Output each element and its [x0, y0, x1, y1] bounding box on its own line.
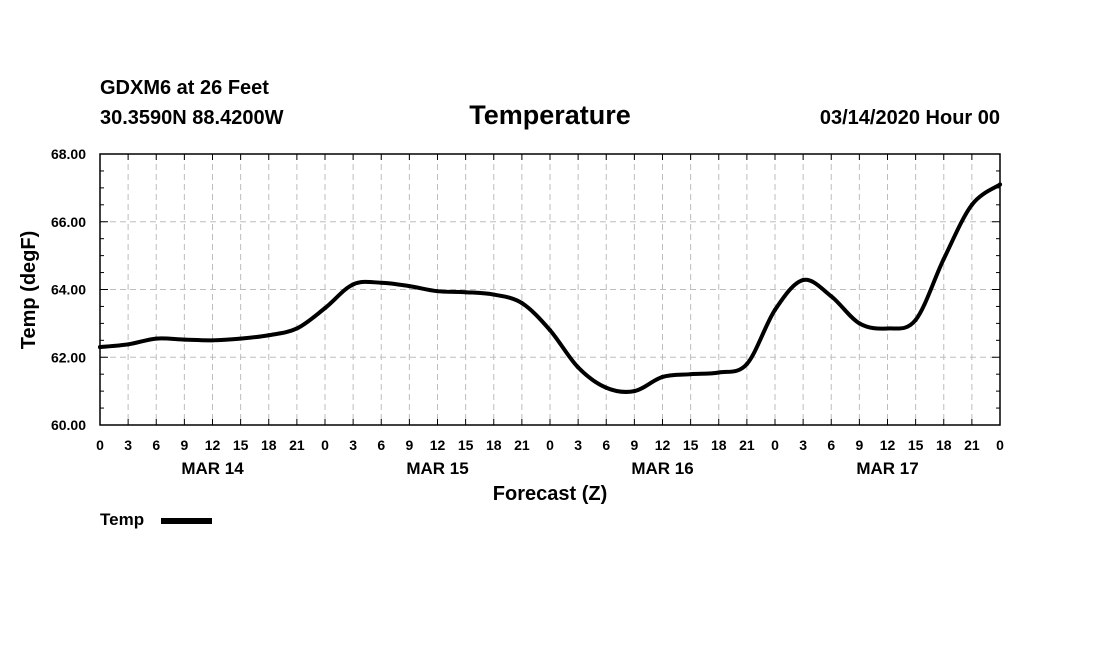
temp-data-point — [210, 338, 215, 343]
x-tick-label: 12 — [430, 437, 446, 453]
temp-data-point — [407, 284, 412, 289]
temp-data-point — [351, 282, 356, 287]
day-label: MAR 17 — [856, 459, 918, 478]
x-tick-label: 0 — [771, 437, 779, 453]
x-tick-label: 15 — [908, 437, 924, 453]
temp-data-point — [744, 362, 749, 367]
temp-data-point — [435, 289, 440, 294]
x-tick-label: 15 — [233, 437, 249, 453]
axis-ticks — [99, 153, 1001, 426]
day-labels: MAR 14 MAR 15 MAR 16 MAR 17 — [181, 459, 918, 478]
x-tick-label: 3 — [574, 437, 582, 453]
x-tick-label: 6 — [152, 437, 160, 453]
legend-label: Temp — [100, 510, 144, 529]
x-tick-label: 9 — [630, 437, 638, 453]
station-label: GDXM6 at 26 Feet — [100, 77, 269, 99]
y-tick-label: 68.00 — [51, 146, 86, 162]
x-tick-label: 3 — [124, 437, 132, 453]
y-tick-label: 60.00 — [51, 417, 86, 433]
run-time-label: 03/14/2020 Hour 00 — [820, 107, 1000, 129]
temp-data-point — [379, 280, 384, 285]
temp-data-point — [548, 328, 552, 333]
temp-data-point — [998, 182, 1002, 187]
x-tick-label: 12 — [655, 437, 671, 453]
chart-title: Temperature — [469, 100, 631, 130]
x-tick-label: 21 — [514, 437, 530, 453]
temp-data-point — [688, 372, 693, 377]
location-label: 30.3590N 88.4200W — [100, 107, 284, 129]
temp-data-point — [660, 374, 665, 379]
x-tick-labels: 0 3 6 9 12 15 18 21 0 3 6 9 12 15 18 21 0 3 6 9 12 15 18 21 0 3 6 9… — [96, 437, 1004, 453]
x-tick-label: 18 — [711, 437, 727, 453]
day-label: MAR 14 — [181, 459, 244, 478]
temp-data-point — [885, 326, 890, 331]
temp-data-point — [632, 389, 637, 394]
temp-data-point — [604, 385, 609, 390]
x-tick-label: 15 — [683, 437, 699, 453]
y-tick-labels: 60.00 62.00 64.00 66.00 68.00 — [51, 146, 86, 433]
temp-data-point — [519, 301, 524, 306]
temp-data-point — [829, 294, 834, 299]
temp-data-point — [182, 337, 187, 342]
x-tick-label: 3 — [349, 437, 357, 453]
temp-data-point — [716, 370, 721, 375]
y-tick-label: 64.00 — [51, 282, 86, 298]
x-tick-label: 9 — [180, 437, 188, 453]
x-tick-label: 18 — [486, 437, 502, 453]
x-tick-label: 6 — [602, 437, 610, 453]
temp-data-point — [801, 278, 806, 283]
x-axis-label: Forecast (Z) — [493, 483, 607, 505]
temp-data-point — [491, 292, 496, 297]
x-tick-label: 3 — [799, 437, 807, 453]
day-label: MAR 15 — [406, 459, 468, 478]
temp-data-point — [913, 317, 918, 322]
temp-data-point — [98, 345, 102, 350]
y-tick-label: 62.00 — [51, 349, 86, 365]
temp-data-point — [576, 365, 581, 370]
temp-data-point — [773, 307, 777, 312]
grid-lines — [100, 154, 1000, 425]
temp-data-point — [266, 333, 271, 338]
temp-data-point — [941, 257, 946, 262]
temp-data-point — [126, 342, 131, 347]
x-tick-label: 12 — [205, 437, 221, 453]
y-tick-label: 66.00 — [51, 214, 86, 230]
x-tick-label: 18 — [936, 437, 952, 453]
temp-data-point — [857, 321, 862, 326]
temp-data-point — [238, 336, 243, 341]
x-tick-label: 21 — [289, 437, 305, 453]
x-tick-label: 0 — [96, 437, 104, 453]
x-tick-label: 12 — [880, 437, 896, 453]
x-tick-label: 9 — [855, 437, 863, 453]
x-tick-label: 18 — [261, 437, 277, 453]
temp-data-point — [969, 202, 974, 207]
temp-data-point — [323, 306, 327, 311]
x-tick-label: 0 — [996, 437, 1004, 453]
x-tick-label: 0 — [546, 437, 554, 453]
y-axis-label: Temp (degF) — [18, 231, 40, 350]
x-tick-label: 15 — [458, 437, 474, 453]
x-tick-label: 6 — [827, 437, 835, 453]
x-tick-label: 0 — [321, 437, 329, 453]
temp-data-point — [294, 326, 299, 331]
temp-data-point — [463, 290, 468, 295]
x-tick-label: 6 — [377, 437, 385, 453]
x-tick-label: 21 — [964, 437, 980, 453]
temp-data-point — [154, 336, 159, 341]
x-tick-label: 9 — [405, 437, 413, 453]
x-tick-label: 21 — [739, 437, 755, 453]
day-label: MAR 16 — [631, 459, 693, 478]
temp-data-points — [98, 182, 1002, 394]
